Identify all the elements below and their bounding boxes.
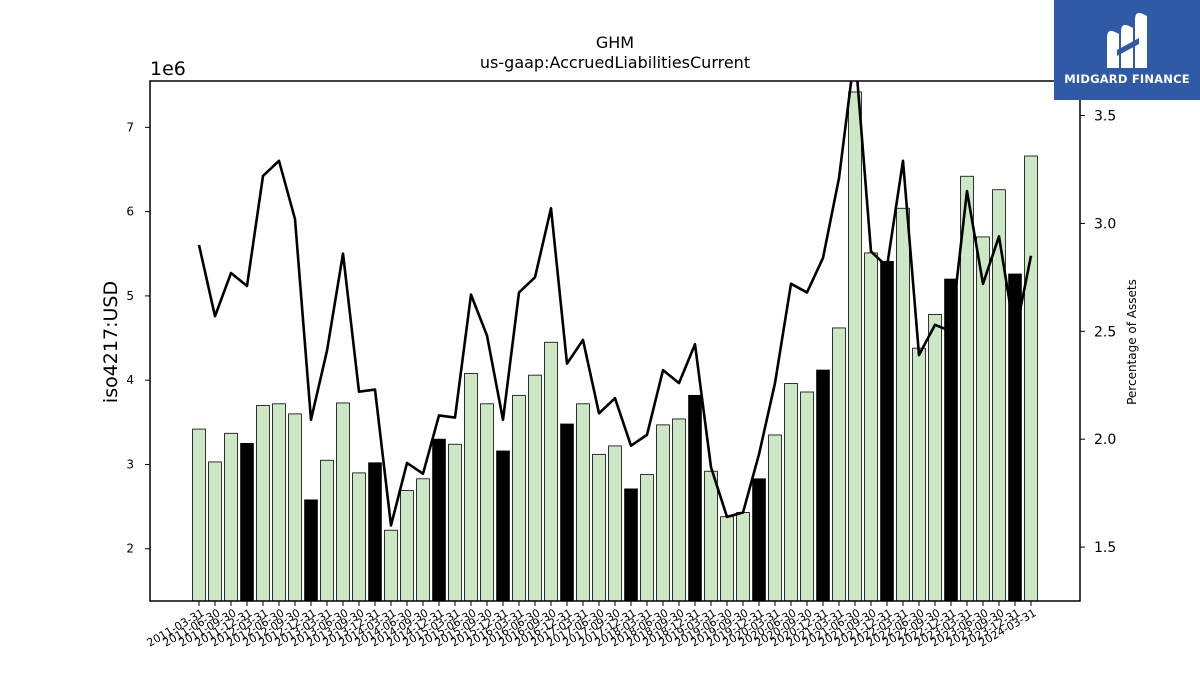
bar-2019-03-31 (704, 470, 718, 601)
bar-2014-09-30 (416, 478, 430, 601)
bar-2011-03-31 (192, 428, 206, 601)
bar-2014-06-30 (400, 490, 414, 601)
bar-2023-12-31 (1008, 273, 1022, 601)
y-axis-label: iso4217:USD (100, 281, 122, 403)
bar-2012-09-30 (288, 413, 302, 601)
bar-2018-12-31 (688, 394, 702, 601)
y-tick-label: 2 (126, 542, 134, 556)
bar-2024-03-31 (1024, 155, 1038, 601)
logo-text: MIDGARD FINANCE (1064, 72, 1190, 86)
bar-2018-09-30 (672, 418, 686, 601)
bar-2023-09-30 (992, 189, 1006, 601)
bar-2021-09-30 (864, 252, 878, 601)
bar-2017-09-30 (608, 445, 622, 601)
bar-2016-03-31 (512, 394, 526, 601)
y2-tick-label: 3.5 (1094, 109, 1116, 125)
bar-2013-06-30 (336, 402, 350, 601)
bars-layer (192, 91, 1038, 601)
bar-2018-06-30 (656, 424, 670, 601)
bar-2011-12-31 (240, 442, 254, 601)
bar-2020-09-30 (800, 391, 814, 601)
y2-axis-label: Percentage of Assets (1125, 279, 1139, 405)
bar-2021-03-31 (832, 327, 846, 601)
bar-2020-12-31 (816, 369, 830, 601)
bar-2016-12-31 (560, 423, 574, 601)
bar-2015-09-30 (480, 403, 494, 601)
bar-2015-12-31 (496, 450, 510, 601)
bar-2020-03-31 (768, 434, 782, 601)
bar-2013-12-31 (368, 462, 382, 601)
bar-2015-06-30 (464, 373, 478, 601)
y2-tick-label: 2.0 (1094, 432, 1116, 448)
bar-2021-06-30 (848, 91, 862, 601)
brand-logo: MIDGARD FINANCE (1054, 0, 1200, 100)
bar-2014-12-31 (432, 438, 446, 601)
bar-2016-09-30 (544, 341, 558, 601)
bar-2022-03-31 (896, 207, 910, 601)
percentage-line (197, 81, 1033, 527)
bar-2019-06-30 (720, 516, 734, 601)
y-tick-label: 7 (126, 120, 134, 134)
line-layer (197, 81, 1033, 527)
y2-tick-label: 3.0 (1094, 216, 1116, 232)
bar-2011-09-30 (224, 432, 238, 601)
bar-2021-12-31 (880, 260, 894, 601)
bar-2014-03-31 (384, 529, 398, 601)
bar-2013-09-30 (352, 472, 366, 601)
y-tick-label: 6 (126, 205, 134, 219)
bar-2022-09-30 (928, 314, 942, 601)
bar-2019-12-31 (752, 478, 766, 601)
bar-2016-06-30 (528, 374, 542, 601)
bar-2017-12-31 (624, 488, 638, 601)
bar-2019-09-30 (736, 512, 750, 601)
bar-2023-06-30 (976, 236, 990, 601)
y2-tick-label: 2.5 (1094, 324, 1116, 340)
x-axis: 2011-03-312011-06-302011-09-302011-12-31… (145, 601, 1039, 650)
bar-2022-06-30 (912, 347, 926, 601)
bar-2012-03-31 (256, 405, 270, 601)
y-tick-label: 3 (126, 457, 134, 471)
bar-2017-03-31 (576, 403, 590, 601)
bar-2015-03-31 (448, 443, 462, 601)
bar-2012-06-30 (272, 403, 286, 601)
bar-2013-03-31 (320, 459, 334, 601)
chart-title: GHM (596, 33, 634, 52)
chart-subtitle: us-gaap:AccruedLiabilitiesCurrent (480, 53, 750, 72)
midgard-logo-icon (1107, 12, 1147, 68)
y-tick-label: 4 (126, 373, 134, 387)
bar-2011-06-30 (208, 461, 222, 601)
bar-2022-12-31 (944, 278, 958, 601)
bar-2023-03-31 (960, 175, 974, 601)
bar-2017-06-30 (592, 453, 606, 601)
bar-2012-12-31 (304, 499, 318, 601)
y-axis: 2 3 4 5 6 7 (126, 120, 150, 556)
y2-axis: 1.5 2.0 2.5 3.0 3.5 (1080, 109, 1116, 556)
y-offset-label: 1e6 (150, 58, 186, 80)
bar-2020-06-30 (784, 383, 798, 601)
bar-2018-03-31 (640, 474, 654, 601)
y-tick-label: 5 (126, 289, 134, 303)
y2-tick-label: 1.5 (1094, 540, 1116, 556)
